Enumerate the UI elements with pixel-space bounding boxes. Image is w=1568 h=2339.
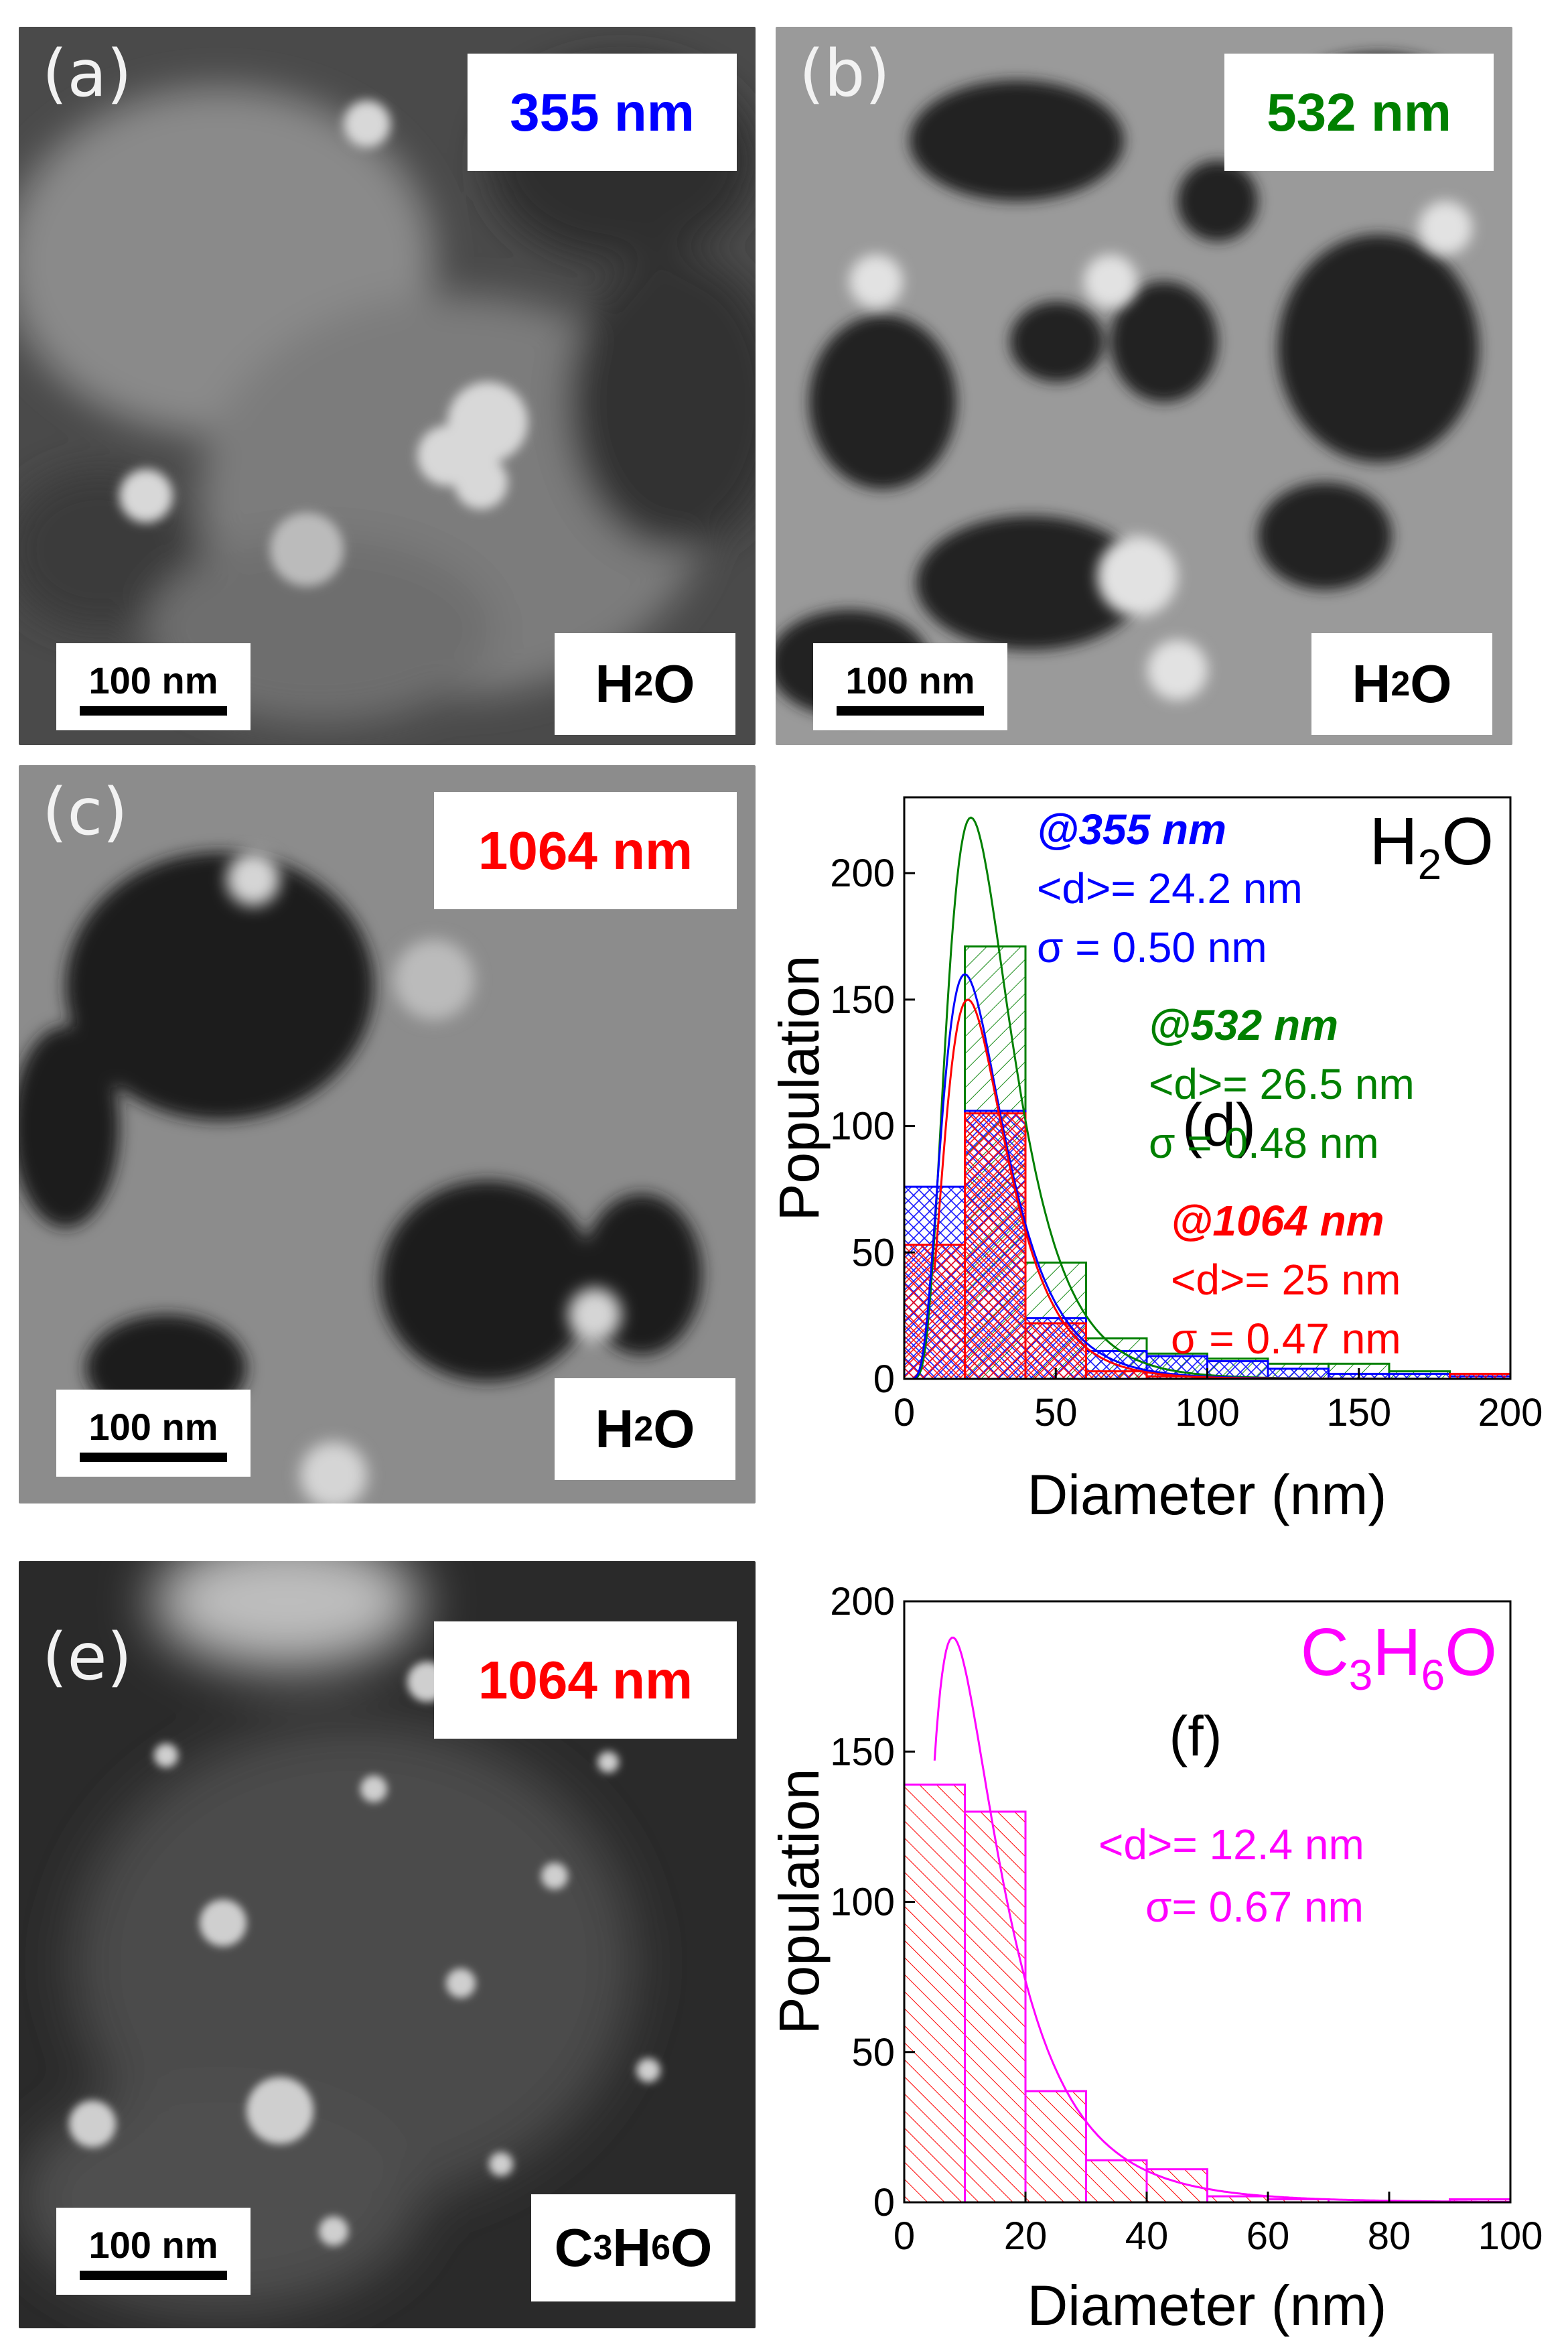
histogram-bars-f	[903, 1784, 1512, 2204]
x-tick-label: 50	[1034, 1391, 1078, 1434]
y-axis-label-d: Population	[768, 955, 831, 1221]
wavelength-label-b: 532 nm	[1224, 54, 1494, 171]
legend-f-mean: <d>= 12.4 nm	[1098, 1820, 1364, 1869]
histogram-bar	[903, 1784, 966, 2204]
scale-bar-a: 100 nm	[56, 643, 251, 730]
scale-bar-e: 100 nm	[56, 2208, 251, 2295]
scale-bar-line	[80, 706, 227, 716]
panel-label-f: (f)	[1169, 1705, 1222, 1767]
fit-curve-f	[933, 1636, 1510, 2203]
wavelength-label-e: 1064 nm	[434, 1621, 737, 1739]
solvent-title-d: H2O	[1369, 804, 1494, 888]
scale-bar-b: 100 nm	[813, 643, 1007, 730]
y-tick-label: 100	[830, 1881, 895, 1924]
axes-f: 0 20 40 60 80 100 0 50 100 150 200	[830, 1580, 1543, 2258]
x-tick-label: 150	[1326, 1391, 1391, 1434]
x-axis-label-d: Diameter (nm)	[1027, 1463, 1387, 1526]
panel-label-d: (d)	[1182, 1092, 1256, 1159]
panel-label-c: (c)	[42, 775, 128, 850]
y-tick-label: 0	[873, 2181, 895, 2224]
legend-355-mean: <d>= 24.2 nm	[1037, 864, 1303, 913]
legend-1064-name: @1064 nm	[1171, 1197, 1384, 1245]
scale-text: 100 nm	[845, 659, 975, 701]
x-tick-label: 80	[1368, 2214, 1411, 2258]
y-axis-label-f: Population	[768, 1769, 831, 2035]
scale-text: 100 nm	[88, 1405, 218, 1448]
histogram-bar	[964, 1810, 1027, 2204]
legend-355-name: @355 nm	[1037, 805, 1226, 854]
legend-1064-sigma: σ = 0.47 nm	[1171, 1315, 1401, 1363]
legend-532-mean: <d>= 26.5 nm	[1149, 1060, 1415, 1108]
y-tick-label: 200	[830, 852, 895, 895]
scale-bar-line	[80, 1452, 227, 1462]
fit-curve	[933, 1636, 1510, 2203]
legend-532-name: @532 nm	[1149, 1001, 1338, 1049]
y-tick-label: 0	[873, 1357, 895, 1401]
x-tick-label: 200	[1478, 1391, 1543, 1434]
legend-355-sigma: σ = 0.50 nm	[1037, 923, 1267, 972]
x-tick-label: 20	[1004, 2214, 1048, 2258]
x-tick-label: 60	[1246, 2214, 1290, 2258]
y-tick-label: 200	[830, 1580, 895, 1623]
legend-1064-mean: <d>= 25 nm	[1171, 1256, 1401, 1304]
axes-d: 0 50 100 150 200 0 50 100 150 200	[830, 852, 1543, 1434]
scale-bar-c: 100 nm	[56, 1390, 251, 1477]
panel-label-a: (a)	[42, 36, 132, 111]
scale-text: 100 nm	[88, 659, 218, 701]
y-tick-label: 100	[830, 1105, 895, 1148]
y-tick-label: 50	[851, 2031, 895, 2074]
histogram-bar	[964, 1112, 1027, 1380]
y-tick-label: 50	[851, 1231, 895, 1274]
legend-f-sigma: σ= 0.67 nm	[1145, 1883, 1364, 1931]
histogram-f: 0 20 40 60 80 100 0 50 100 150 200 Diameter (nm) P…	[768, 1580, 1543, 2337]
legend-532-sigma: σ = 0.48 nm	[1149, 1119, 1379, 1167]
wavelength-label-a: 355 nm	[468, 54, 737, 171]
x-tick-label: 100	[1175, 1391, 1240, 1434]
y-tick-label: 150	[830, 978, 895, 1022]
histogram-d: 0 50 100 150 200 0 50 100 150 200 Diameter (nm) P…	[768, 796, 1543, 1526]
histogram-bar	[1024, 2090, 1087, 2204]
solvent-title-f: C3H6O	[1301, 1615, 1497, 1699]
histogram-bar	[1085, 1370, 1148, 1380]
y-tick-label: 150	[830, 1730, 895, 1774]
x-tick-label: 40	[1125, 2214, 1169, 2258]
scale-bar-line	[837, 706, 984, 716]
wavelength-label-c: 1064 nm	[434, 792, 737, 909]
panel-label-b: (b)	[799, 36, 890, 111]
x-tick-label: 0	[894, 2214, 915, 2258]
scale-bar-line	[80, 2270, 227, 2280]
x-axis-label-f: Diameter (nm)	[1027, 2274, 1387, 2337]
scale-text: 100 nm	[88, 2223, 218, 2266]
x-tick-label: 0	[894, 1391, 915, 1434]
x-tick-label: 100	[1478, 2214, 1543, 2258]
panel-label-e: (e)	[42, 1619, 132, 1694]
